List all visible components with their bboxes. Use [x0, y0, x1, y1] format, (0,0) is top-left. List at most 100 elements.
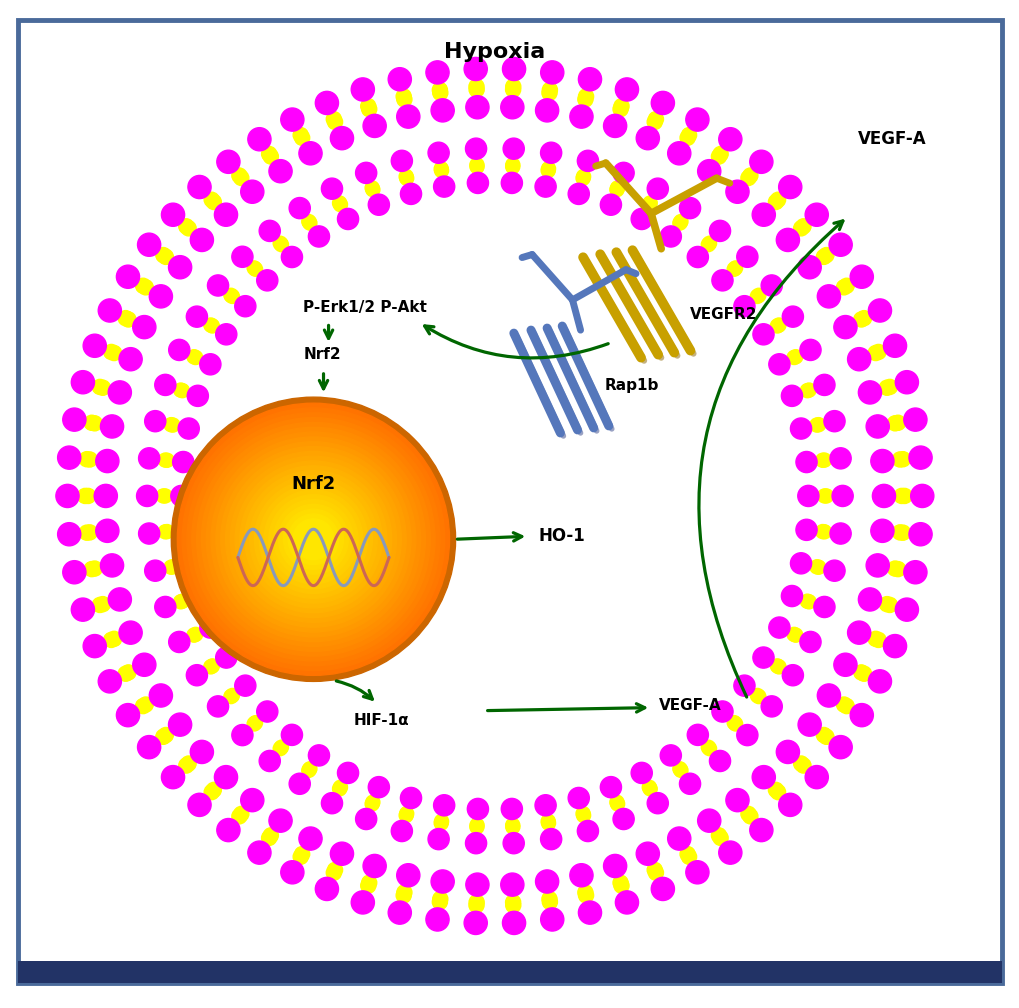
- Circle shape: [138, 736, 161, 759]
- Circle shape: [116, 704, 140, 727]
- Circle shape: [890, 415, 905, 430]
- Circle shape: [263, 149, 278, 164]
- Circle shape: [261, 831, 276, 846]
- Circle shape: [578, 89, 593, 104]
- Circle shape: [856, 666, 871, 681]
- Circle shape: [288, 514, 338, 564]
- Circle shape: [578, 68, 601, 91]
- Circle shape: [207, 275, 228, 296]
- Circle shape: [234, 675, 256, 697]
- Circle shape: [356, 162, 376, 183]
- Circle shape: [742, 808, 757, 824]
- Circle shape: [736, 725, 757, 746]
- Circle shape: [187, 586, 208, 607]
- Circle shape: [200, 617, 221, 638]
- Circle shape: [100, 553, 123, 577]
- Circle shape: [158, 249, 173, 264]
- Circle shape: [568, 183, 589, 205]
- Circle shape: [769, 659, 784, 673]
- Circle shape: [811, 417, 825, 431]
- Circle shape: [168, 256, 192, 279]
- Circle shape: [388, 901, 411, 924]
- Circle shape: [391, 821, 412, 842]
- Circle shape: [890, 561, 905, 577]
- Circle shape: [396, 105, 420, 128]
- Circle shape: [155, 597, 175, 618]
- Circle shape: [171, 397, 455, 681]
- Circle shape: [95, 597, 110, 612]
- Circle shape: [887, 415, 902, 430]
- Circle shape: [540, 908, 564, 931]
- Circle shape: [502, 911, 525, 934]
- Circle shape: [578, 888, 593, 903]
- Circle shape: [464, 57, 487, 81]
- Circle shape: [231, 246, 253, 267]
- Circle shape: [108, 588, 131, 611]
- Circle shape: [180, 756, 196, 771]
- Circle shape: [701, 740, 714, 754]
- Circle shape: [121, 311, 136, 327]
- Circle shape: [288, 773, 310, 794]
- Circle shape: [895, 598, 917, 621]
- Circle shape: [215, 647, 236, 668]
- Circle shape: [469, 79, 484, 94]
- Circle shape: [93, 379, 107, 394]
- Circle shape: [650, 92, 674, 115]
- Circle shape: [168, 340, 190, 361]
- Circle shape: [710, 828, 726, 843]
- Circle shape: [887, 561, 902, 577]
- Circle shape: [231, 725, 253, 746]
- Circle shape: [187, 385, 208, 406]
- Circle shape: [294, 847, 310, 862]
- Circle shape: [867, 631, 882, 646]
- Circle shape: [865, 553, 889, 577]
- Circle shape: [836, 280, 851, 295]
- Circle shape: [464, 911, 487, 934]
- Circle shape: [247, 261, 261, 275]
- Circle shape: [361, 99, 375, 114]
- Circle shape: [206, 782, 221, 797]
- Circle shape: [646, 863, 661, 878]
- Circle shape: [685, 861, 708, 884]
- Circle shape: [679, 198, 700, 219]
- Circle shape: [726, 788, 748, 811]
- Circle shape: [799, 340, 820, 361]
- Circle shape: [137, 486, 158, 507]
- Circle shape: [85, 561, 99, 577]
- Circle shape: [787, 627, 800, 641]
- Circle shape: [768, 617, 789, 638]
- Circle shape: [603, 855, 626, 878]
- Circle shape: [235, 461, 391, 618]
- Circle shape: [118, 666, 133, 681]
- Circle shape: [850, 704, 872, 727]
- Circle shape: [811, 560, 825, 575]
- Circle shape: [239, 466, 386, 613]
- Circle shape: [366, 182, 379, 197]
- Circle shape: [214, 204, 237, 227]
- Circle shape: [396, 885, 412, 900]
- Circle shape: [139, 523, 160, 544]
- Circle shape: [433, 176, 454, 198]
- Circle shape: [192, 417, 435, 661]
- Circle shape: [263, 828, 278, 843]
- Circle shape: [742, 168, 757, 183]
- Circle shape: [224, 288, 237, 302]
- Circle shape: [160, 524, 174, 538]
- Circle shape: [470, 818, 484, 833]
- Circle shape: [230, 457, 396, 622]
- Circle shape: [777, 793, 801, 816]
- Circle shape: [711, 701, 733, 722]
- Circle shape: [363, 855, 386, 878]
- Circle shape: [650, 877, 674, 900]
- Circle shape: [769, 784, 785, 799]
- Circle shape: [281, 246, 303, 267]
- Circle shape: [432, 891, 447, 906]
- Circle shape: [795, 519, 816, 540]
- Circle shape: [769, 319, 784, 333]
- Circle shape: [302, 763, 316, 777]
- Circle shape: [172, 452, 194, 473]
- Circle shape: [139, 448, 160, 469]
- Circle shape: [428, 829, 448, 850]
- Circle shape: [202, 427, 425, 651]
- Circle shape: [158, 525, 172, 539]
